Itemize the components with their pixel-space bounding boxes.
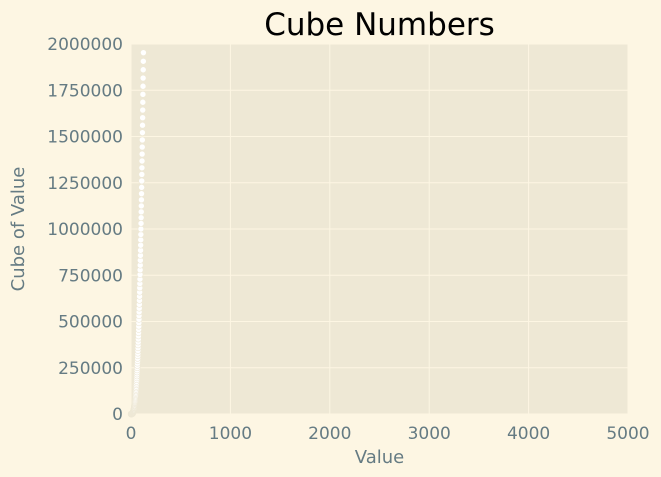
data-point xyxy=(139,91,147,98)
data-point xyxy=(137,208,145,216)
chart-title: Cube Numbers xyxy=(264,7,495,43)
tick-labels: 0 1000 2000 3000 4000 5000 0 250000 500000 750000… xyxy=(47,35,649,444)
data-point xyxy=(139,136,146,144)
data-point xyxy=(138,190,145,197)
x-tick-label: 2000 xyxy=(308,424,351,444)
y-tick-label: 2000000 xyxy=(47,35,123,55)
data-point xyxy=(140,57,147,65)
data-point xyxy=(139,114,146,122)
grid-lines xyxy=(130,43,629,415)
data-point xyxy=(140,49,147,56)
data-point xyxy=(137,214,145,221)
data-point xyxy=(139,121,146,129)
data-point xyxy=(139,129,146,136)
data-point xyxy=(138,184,145,191)
y-tick-label: 750000 xyxy=(58,266,123,286)
data-point xyxy=(139,74,147,82)
data-point xyxy=(138,150,146,158)
y-tick-label: 1250000 xyxy=(47,174,123,194)
data-point xyxy=(137,220,145,227)
x-tick-label: 3000 xyxy=(408,424,451,444)
data-point xyxy=(139,98,147,106)
data-point xyxy=(138,202,145,210)
data-points xyxy=(127,49,147,418)
y-tick-label: 500000 xyxy=(58,313,123,333)
data-point xyxy=(138,196,145,204)
y-axis-label: Cube of Value xyxy=(8,167,29,292)
x-tick-label: 1000 xyxy=(209,424,252,444)
x-tick-label: 0 xyxy=(126,424,137,444)
data-point xyxy=(139,106,147,114)
data-point xyxy=(138,157,146,165)
y-tick-label: 1500000 xyxy=(47,128,123,148)
x-axis-label: Value xyxy=(355,447,404,468)
y-tick-label: 1000000 xyxy=(47,220,123,240)
y-tick-label: 1750000 xyxy=(47,81,123,101)
y-tick-label: 0 xyxy=(112,405,123,425)
data-point xyxy=(138,164,146,172)
data-point xyxy=(137,225,145,233)
data-point xyxy=(138,177,146,185)
x-tick-label: 5000 xyxy=(606,424,649,444)
data-point xyxy=(139,66,147,74)
y-tick-label: 250000 xyxy=(58,359,123,379)
x-tick-label: 4000 xyxy=(507,424,550,444)
data-point xyxy=(138,143,146,151)
data-point xyxy=(139,82,147,90)
data-point xyxy=(137,231,145,238)
data-point xyxy=(138,171,146,178)
